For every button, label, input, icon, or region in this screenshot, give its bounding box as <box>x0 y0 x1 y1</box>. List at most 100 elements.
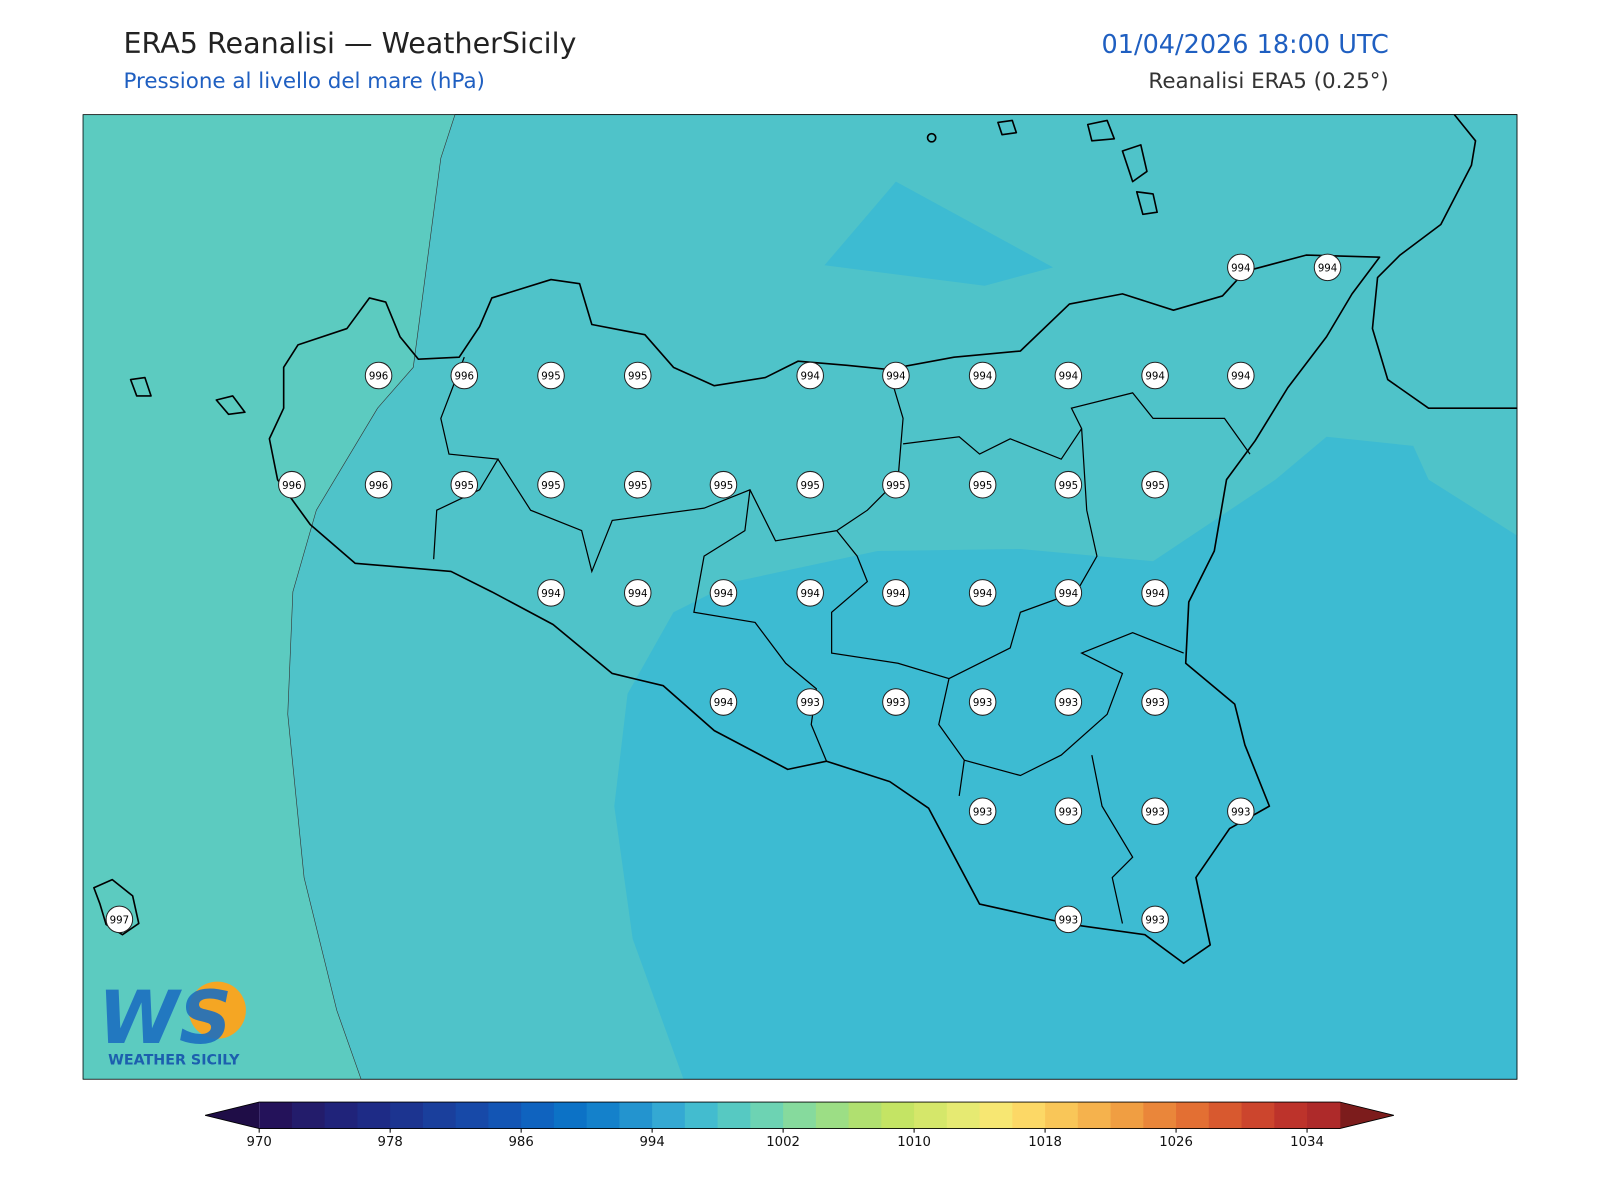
colorbar-segment <box>390 1102 424 1129</box>
station-label: 995 <box>973 481 992 492</box>
station-label: 993 <box>1145 807 1164 818</box>
station-marker <box>1141 579 1169 607</box>
logo: WS WEATHER SICILY <box>98 976 246 1068</box>
station-label: 994 <box>886 372 905 383</box>
station-label: 993 <box>886 698 905 709</box>
colorbar-segment <box>979 1102 1013 1129</box>
datetime: 01/04/2026 18:00 UTC <box>1102 30 1389 60</box>
colorbar-segment <box>553 1102 588 1129</box>
station-label: 993 <box>800 698 819 709</box>
station-label: 993 <box>1145 915 1164 926</box>
colorbar-segment <box>881 1102 915 1129</box>
sicily-coast <box>268 254 1381 965</box>
station-label: 994 <box>714 589 733 600</box>
station-marker <box>278 470 306 499</box>
colorbar-segment <box>259 1102 293 1129</box>
station-marker <box>796 579 824 607</box>
colorbar-segment <box>1307 1102 1341 1129</box>
alicudi <box>926 132 937 143</box>
colorbar-tick-label: 1034 <box>1290 1135 1324 1150</box>
station-label: 994 <box>1059 589 1078 600</box>
colorbar-over <box>1339 1102 1394 1129</box>
station-marker <box>796 688 824 716</box>
colorbar-segment <box>946 1102 981 1129</box>
station-label: 994 <box>1318 263 1337 274</box>
colorbar-outline <box>205 1101 1394 1129</box>
station-marker <box>623 361 652 390</box>
province-lines <box>433 356 1251 924</box>
station-marker <box>537 361 565 390</box>
eolie <box>997 119 1158 216</box>
station-marker <box>1054 470 1083 499</box>
station-marker <box>450 470 479 499</box>
station-label: 996 <box>369 372 388 383</box>
station-marker <box>1054 797 1083 826</box>
colorbar-segment <box>914 1102 948 1129</box>
colorbar-segment <box>357 1102 391 1129</box>
colorbar-segment <box>291 1102 326 1129</box>
station-marker <box>1141 797 1169 826</box>
station-marker <box>1054 688 1083 716</box>
station-label: 995 <box>886 481 905 492</box>
station-marker <box>709 688 738 716</box>
colorbar-tick-label: 994 <box>639 1135 664 1150</box>
field-993 <box>614 436 1518 1080</box>
colorbar-segment <box>1143 1102 1177 1129</box>
station-label: 996 <box>369 481 388 492</box>
colorbar-segment <box>783 1102 817 1129</box>
colorbar-segment <box>324 1102 358 1129</box>
station-label: 993 <box>973 698 992 709</box>
colorbar-under <box>205 1102 260 1129</box>
station-marker <box>1141 361 1169 390</box>
colorbar-segment <box>488 1102 522 1129</box>
colorbar-tick-label: 986 <box>509 1135 534 1150</box>
station-label: 994 <box>800 372 819 383</box>
station-label: 995 <box>628 372 647 383</box>
station-label: 995 <box>714 481 733 492</box>
station-marker <box>968 688 997 716</box>
pantelleria <box>93 878 140 936</box>
station-label: 994 <box>1059 372 1078 383</box>
station-label: 995 <box>455 481 474 492</box>
field-993-north <box>824 181 1054 286</box>
colorbar-segment <box>848 1102 882 1129</box>
station-label: 994 <box>886 589 905 600</box>
logo-text: WEATHER SICILY <box>108 1052 240 1068</box>
colorbar-tick-label: 1026 <box>1159 1135 1193 1150</box>
station-marker <box>537 579 565 607</box>
station-label: 993 <box>1059 698 1078 709</box>
station-marker <box>968 797 997 826</box>
station-label: 994 <box>1145 589 1164 600</box>
colorbar-segment <box>1012 1102 1046 1129</box>
station-marker <box>364 361 393 390</box>
station-label: 993 <box>1059 807 1078 818</box>
title: ERA5 Reanalisi — WeatherSicily <box>123 26 576 60</box>
station-marker <box>1141 688 1169 716</box>
station-label: 996 <box>455 372 474 383</box>
logo-sun <box>188 981 246 1039</box>
station-marker <box>1141 905 1169 934</box>
egadi <box>129 376 246 416</box>
subtitle: Pressione al livello del mare (hPa) <box>123 69 484 94</box>
station-marker <box>709 470 738 499</box>
station-marker <box>882 688 910 716</box>
station-label: 994 <box>1231 372 1250 383</box>
colorbar-segment <box>521 1102 555 1129</box>
colorbar-segment <box>422 1102 457 1129</box>
colorbar-segment <box>1110 1102 1144 1129</box>
station-label: 993 <box>973 807 992 818</box>
colorbar-segment <box>1077 1102 1112 1129</box>
colorbar-segment <box>750 1102 784 1129</box>
colorbar-segment <box>717 1102 751 1129</box>
colorbar-segment <box>586 1102 620 1129</box>
station-label: 996 <box>282 481 301 492</box>
station-marker <box>1313 253 1342 282</box>
station-marker <box>1141 470 1169 499</box>
station-marker <box>1054 579 1083 607</box>
station-label: 995 <box>800 481 819 492</box>
colorbar-segment <box>455 1102 489 1129</box>
calabria-coast <box>1371 114 1518 409</box>
station-marker <box>1054 905 1083 934</box>
source: Reanalisi ERA5 (0.25°) <box>1148 69 1388 94</box>
